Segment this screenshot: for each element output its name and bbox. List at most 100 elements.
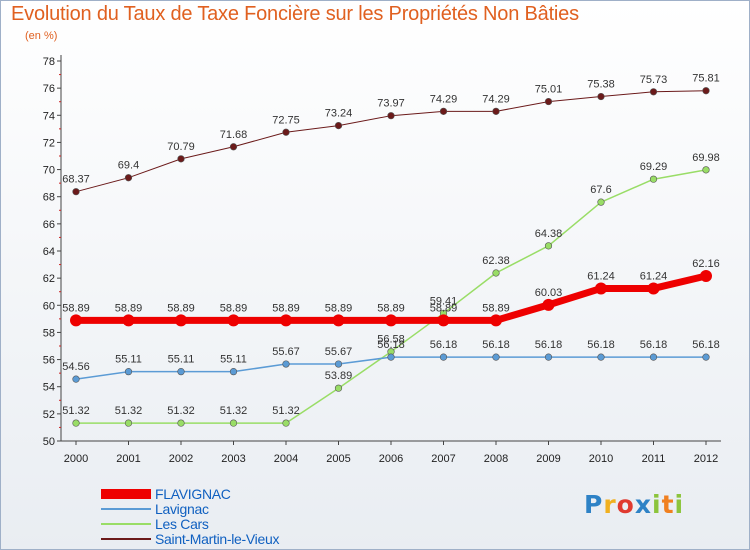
- data-point-saint-martin-le-vieux: [177, 155, 185, 163]
- data-label-lavignac: 55.11: [220, 354, 247, 366]
- y-tick-label: 50: [43, 436, 55, 448]
- data-point-flavignac: [490, 314, 502, 327]
- data-label-saint-martin-le-vieux: 75.73: [640, 74, 668, 86]
- data-label-flavignac: 58.89: [220, 302, 248, 314]
- logo-letter: o: [616, 490, 635, 519]
- data-label-les-cars: 51.32: [220, 405, 248, 417]
- y-tick-label: 58: [43, 327, 55, 339]
- data-label-saint-martin-le-vieux: 72.75: [272, 114, 300, 126]
- data-point-saint-martin-le-vieux: [439, 107, 448, 115]
- data-label-lavignac: 56.18: [535, 339, 563, 351]
- data-point-saint-martin-le-vieux: [702, 87, 710, 95]
- y-tick-label: 52: [43, 409, 55, 421]
- data-label-saint-martin-le-vieux: 75.81: [692, 73, 720, 85]
- data-label-flavignac: 58.89: [115, 302, 143, 314]
- data-point-les-cars: [72, 419, 80, 427]
- data-point-les-cars: [282, 419, 290, 427]
- x-tick-label: 2003: [221, 453, 245, 465]
- data-label-saint-martin-le-vieux: 74.29: [482, 93, 510, 105]
- data-label-saint-martin-le-vieux: 73.24: [325, 108, 353, 120]
- legend-item-les-cars: Les Cars: [101, 516, 279, 532]
- data-point-saint-martin-le-vieux: [282, 128, 290, 136]
- y-tick-label: 56: [43, 355, 55, 367]
- data-label-les-cars: 62.38: [482, 255, 510, 267]
- data-point-flavignac: [227, 314, 240, 327]
- data-label-lavignac: 55.67: [325, 346, 353, 358]
- data-point-lavignac: [124, 368, 133, 376]
- legend-label-saint-martin-le-vieux: Saint-Martin-le-Vieux: [155, 530, 280, 547]
- logo-letter: i: [674, 490, 685, 519]
- data-point-lavignac: [492, 353, 500, 361]
- data-point-flavignac: [70, 314, 82, 327]
- data-label-lavignac: 54.56: [62, 361, 90, 373]
- data-label-les-cars: 69.29: [640, 161, 668, 173]
- logo-letter: t: [661, 490, 675, 519]
- data-point-lavignac: [229, 368, 238, 376]
- legend-label-flavignac: FLAVIGNAC: [155, 485, 231, 502]
- legend-swatch-lavignac: [101, 507, 151, 510]
- data-point-flavignac: [122, 314, 135, 327]
- data-point-saint-martin-le-vieux: [229, 143, 238, 151]
- data-label-saint-martin-le-vieux: 71.68: [220, 129, 248, 141]
- data-point-saint-martin-le-vieux: [492, 107, 500, 115]
- x-tick-label: 2011: [642, 453, 666, 465]
- y-tick-label: 66: [43, 219, 55, 231]
- data-label-flavignac: 58.89: [167, 302, 195, 314]
- data-point-lavignac: [439, 353, 448, 361]
- data-label-les-cars: 53.89: [325, 370, 353, 382]
- data-label-lavignac: 56.18: [640, 339, 668, 351]
- data-point-les-cars: [649, 175, 658, 183]
- data-label-les-cars: 51.32: [167, 405, 195, 417]
- x-tick-label: 2010: [589, 453, 613, 465]
- x-tick-label: 2000: [64, 453, 88, 465]
- legend-label-lavignac: Lavignac: [155, 500, 209, 517]
- x-tick-label: 2001: [116, 453, 140, 465]
- data-point-lavignac: [387, 353, 395, 361]
- data-label-saint-martin-le-vieux: 73.97: [377, 98, 405, 110]
- y-tick-label: 78: [43, 56, 55, 68]
- x-tick-label: 2012: [694, 453, 718, 465]
- data-point-lavignac: [72, 375, 80, 383]
- data-point-les-cars: [492, 269, 500, 277]
- data-label-lavignac: 55.11: [115, 354, 142, 366]
- legend-item-saint-martin-le-vieux: Saint-Martin-le-Vieux: [101, 530, 280, 547]
- data-label-les-cars: 64.38: [535, 228, 563, 240]
- data-label-saint-martin-le-vieux: 69.4: [118, 160, 139, 172]
- data-point-lavignac: [282, 360, 290, 368]
- data-point-lavignac: [544, 353, 553, 361]
- data-point-les-cars: [177, 419, 185, 427]
- data-point-saint-martin-le-vieux: [72, 188, 80, 196]
- series-line-les-cars: [75, 169, 707, 424]
- data-point-flavignac: [595, 282, 607, 295]
- data-point-saint-martin-le-vieux: [387, 112, 395, 120]
- data-label-flavignac: 58.89: [325, 302, 353, 314]
- data-label-les-cars: 51.32: [272, 405, 300, 417]
- data-point-saint-martin-le-vieux: [124, 174, 133, 182]
- data-point-les-cars: [229, 419, 238, 427]
- data-label-flavignac: 58.89: [377, 302, 405, 314]
- data-point-flavignac: [437, 314, 450, 327]
- legend-swatch-les-cars: [101, 522, 151, 525]
- data-label-flavignac: 58.89: [62, 302, 90, 314]
- data-label-flavignac: 62.16: [692, 258, 720, 270]
- y-unit-label: (en %): [25, 30, 58, 42]
- data-point-lavignac: [334, 360, 343, 368]
- y-tick-label: 72: [43, 137, 55, 149]
- data-label-les-cars: 51.32: [62, 405, 90, 417]
- y-tick-label: 70: [43, 165, 55, 177]
- data-point-flavignac: [332, 314, 345, 327]
- data-point-flavignac: [280, 314, 292, 327]
- legend-item-lavignac: Lavignac: [101, 500, 279, 517]
- data-point-lavignac: [597, 353, 605, 361]
- data-label-lavignac: 56.18: [482, 339, 510, 351]
- data-point-les-cars: [334, 384, 343, 392]
- data-label-saint-martin-le-vieux: 68.37: [62, 174, 90, 186]
- logo-letter: i: [652, 490, 662, 519]
- y-tick-label: 60: [43, 300, 55, 312]
- data-point-lavignac: [649, 353, 658, 361]
- data-label-saint-martin-le-vieux: 75.01: [535, 84, 563, 96]
- data-point-les-cars: [597, 198, 605, 206]
- y-tick-label: 68: [43, 192, 55, 204]
- data-label-lavignac: 56.18: [377, 339, 405, 351]
- data-label-flavignac: 61.24: [587, 270, 615, 282]
